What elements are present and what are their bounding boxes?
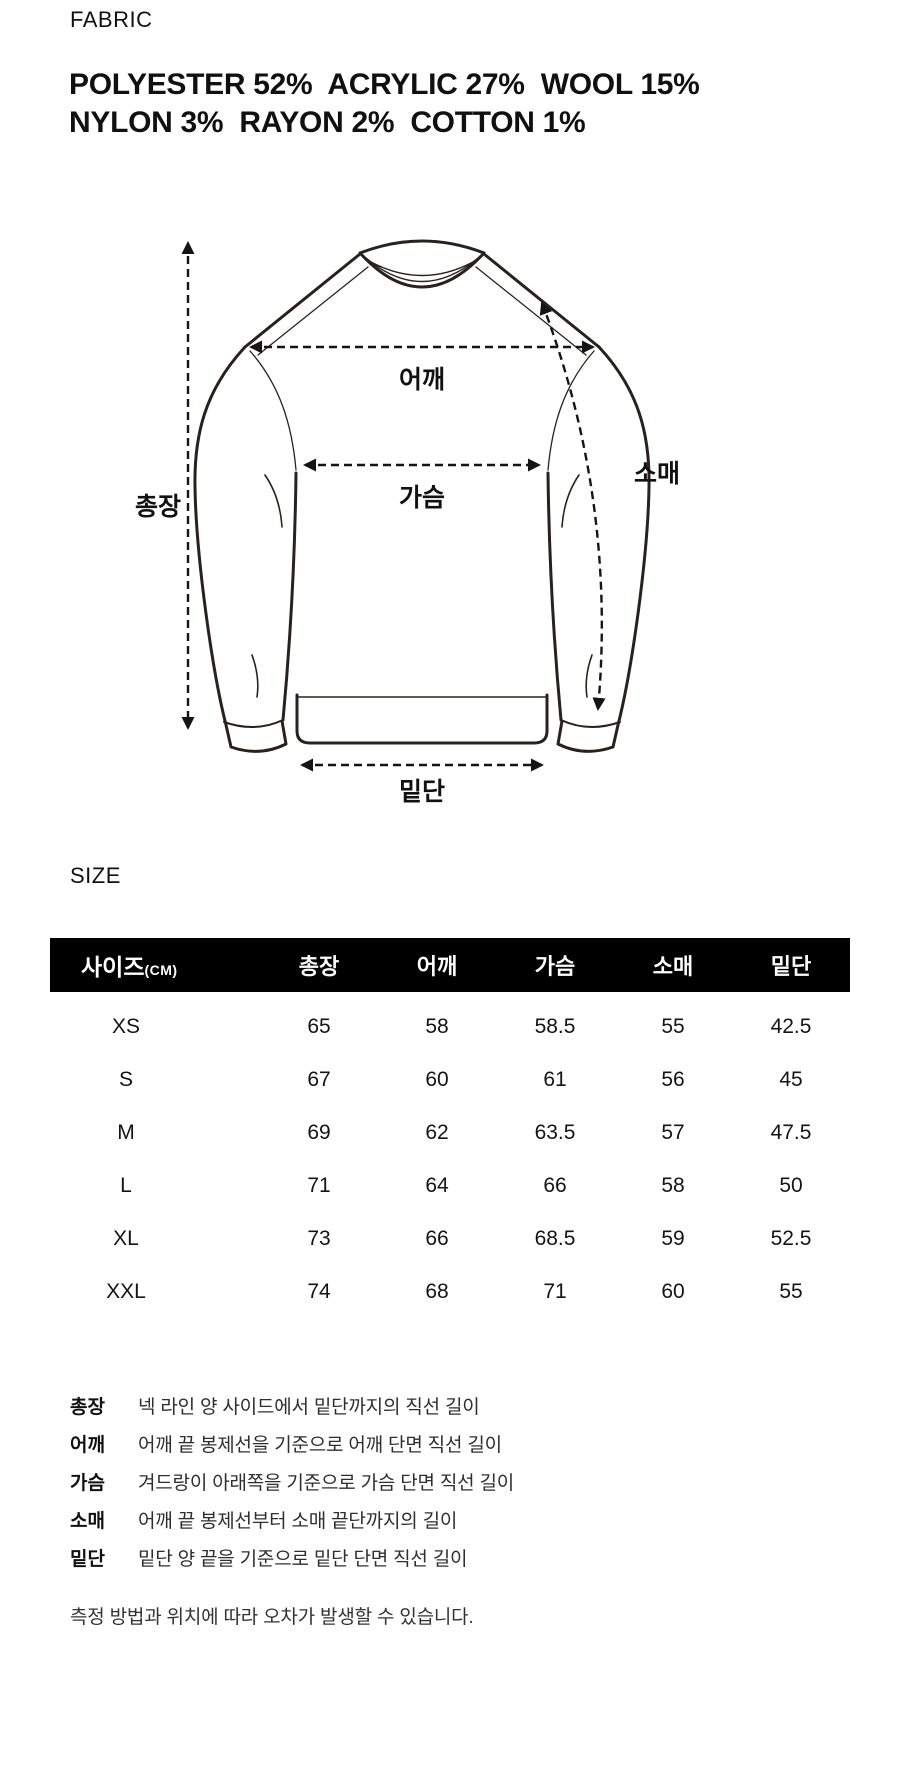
definition-row-shoulder: 어깨 어깨 끝 봉제선을 기준으로 어깨 단면 직선 길이 xyxy=(70,1424,514,1462)
definition-desc: 어깨 끝 봉제선부터 소매 끝단까지의 길이 xyxy=(138,1510,458,1532)
length-label: 총장 xyxy=(135,493,181,521)
fabric-heading: FABRIC xyxy=(70,7,153,32)
size-unit-suffix: (CM) xyxy=(144,962,178,978)
value-cell: 57 xyxy=(661,1120,685,1144)
value-cell: 55 xyxy=(661,1014,685,1038)
size-table: 사이즈(CM) 총장 어깨 가슴 소매 밑단 XS 65 58 58.5 55 … xyxy=(50,938,850,1318)
definition-row-sleeve: 소매 어깨 끝 봉제선부터 소매 끝단까지의 길이 xyxy=(70,1500,514,1538)
value-cell: 59 xyxy=(661,1226,685,1250)
table-row-xxl: XXL 74 68 71 60 55 xyxy=(50,1265,850,1318)
definition-term: 밑단 xyxy=(70,1548,105,1570)
value-cell: 71 xyxy=(307,1173,331,1197)
header-cell-shoulder: 어깨 xyxy=(416,954,458,979)
value-cell: 69 xyxy=(307,1120,331,1144)
measurement-note: 측정 방법과 위치에 따라 오차가 발생할 수 있습니다. xyxy=(70,1607,474,1628)
size-cell: S xyxy=(118,1067,133,1091)
fabric-composition-text: POLYESTER 52% ACRYLIC 27% WOOL 15% NYLON… xyxy=(69,68,700,139)
sleeve-label: 소매 xyxy=(634,460,680,488)
definition-term: 소매 xyxy=(70,1510,105,1532)
value-cell: 68 xyxy=(425,1279,449,1303)
measurement-arrows xyxy=(181,241,606,772)
measurement-definitions: 총장 넥 라인 양 사이드에서 밑단까지의 직선 길이 어깨 어깨 끝 봉제선을… xyxy=(70,1386,514,1576)
value-cell: 60 xyxy=(425,1067,449,1091)
value-cell: 73 xyxy=(307,1226,331,1250)
size-heading: SIZE xyxy=(70,863,121,888)
value-cell: 42.5 xyxy=(770,1014,812,1038)
value-cell: 64 xyxy=(425,1173,449,1197)
shoulder-label: 어깨 xyxy=(399,366,445,394)
value-cell: 58 xyxy=(425,1014,449,1038)
value-cell: 55 xyxy=(779,1279,803,1303)
value-cell: 68.5 xyxy=(534,1226,576,1250)
header-cell-hem: 밑단 xyxy=(770,954,812,979)
value-cell: 65 xyxy=(307,1014,331,1038)
value-cell: 52.5 xyxy=(770,1226,812,1250)
header-cell-size: 사이즈(CM) xyxy=(81,954,178,980)
size-cell: XXL xyxy=(106,1279,146,1303)
sleeve-arrow xyxy=(539,301,606,711)
value-cell: 74 xyxy=(307,1279,331,1303)
size-table-header-row: 사이즈(CM) 총장 어깨 가슴 소매 밑단 xyxy=(50,938,850,992)
table-row-xs: XS 65 58 58.5 55 42.5 xyxy=(50,1000,850,1053)
definition-row-length: 총장 넥 라인 양 사이드에서 밑단까지의 직선 길이 xyxy=(70,1386,514,1424)
value-cell: 66 xyxy=(425,1226,449,1250)
definition-row-hem: 밑단 밑단 양 끝을 기준으로 밑단 단면 직선 길이 xyxy=(70,1538,514,1576)
value-cell: 62 xyxy=(425,1120,449,1144)
size-table-body: XS 65 58 58.5 55 42.5 S 67 60 61 56 45 M… xyxy=(50,992,850,1318)
value-cell: 47.5 xyxy=(770,1120,812,1144)
hem-label: 밑단 xyxy=(399,778,445,805)
definition-term: 총장 xyxy=(70,1396,105,1418)
table-row-s: S 67 60 61 56 45 xyxy=(50,1053,850,1106)
table-row-m: M 69 62 63.5 57 47.5 xyxy=(50,1106,850,1159)
value-cell: 56 xyxy=(661,1067,685,1091)
value-cell: 66 xyxy=(543,1173,567,1197)
size-cell: XL xyxy=(113,1226,139,1250)
definition-desc: 어깨 끝 봉제선을 기준으로 어깨 단면 직선 길이 xyxy=(138,1434,502,1456)
sweater-measurement-diagram: 어깨 가슴 총장 소매 밑단 xyxy=(135,239,680,805)
table-row-xl: XL 73 66 68.5 59 52.5 xyxy=(50,1212,850,1265)
chest-label: 가슴 xyxy=(399,484,445,512)
value-cell: 71 xyxy=(543,1279,567,1303)
header-cell-length: 총장 xyxy=(298,954,340,979)
value-cell: 63.5 xyxy=(534,1120,576,1144)
value-cell: 58.5 xyxy=(534,1014,576,1038)
header-cell-sleeve: 소매 xyxy=(652,954,694,979)
size-cell: L xyxy=(120,1173,132,1197)
definition-term: 가슴 xyxy=(70,1472,105,1494)
table-row-l: L 71 64 66 58 50 xyxy=(50,1159,850,1212)
definition-desc: 넥 라인 양 사이드에서 밑단까지의 직선 길이 xyxy=(138,1396,480,1418)
value-cell: 50 xyxy=(779,1173,803,1197)
size-cell: XS xyxy=(111,1014,140,1038)
value-cell: 61 xyxy=(543,1067,567,1091)
definition-row-chest: 가슴 겨드랑이 아래쪽을 기준으로 가슴 단면 직선 길이 xyxy=(70,1462,514,1500)
size-cell: M xyxy=(117,1120,135,1144)
value-cell: 60 xyxy=(661,1279,685,1303)
definition-desc: 밑단 양 끝을 기준으로 밑단 단면 직선 길이 xyxy=(138,1548,468,1570)
value-cell: 67 xyxy=(307,1067,331,1091)
header-cell-chest: 가슴 xyxy=(534,954,576,979)
definition-term: 어깨 xyxy=(70,1434,105,1456)
value-cell: 58 xyxy=(661,1173,685,1197)
value-cell: 45 xyxy=(779,1067,803,1091)
definition-desc: 겨드랑이 아래쪽을 기준으로 가슴 단면 직선 길이 xyxy=(138,1472,515,1494)
